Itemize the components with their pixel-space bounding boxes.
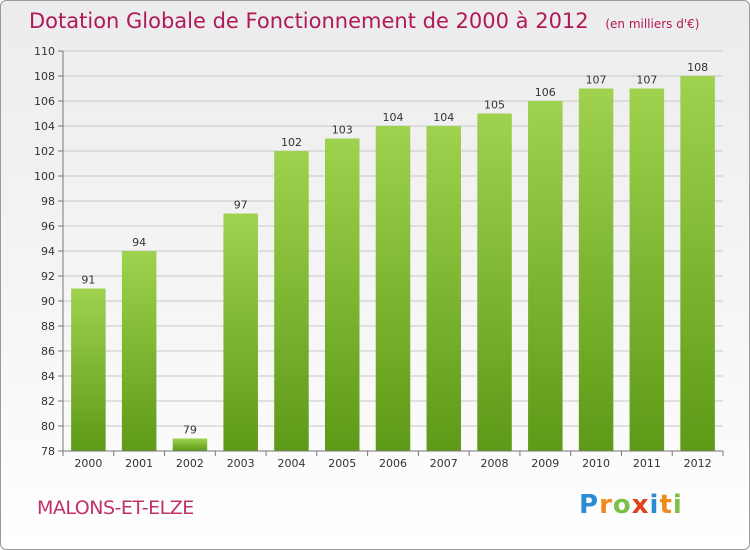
bar-2004	[274, 151, 309, 451]
x-tick-label: 2002	[176, 457, 204, 470]
x-tick-labels: 2000 2001 2002 2003 2004 2005 2006 2007 2008 2009…	[62, 451, 724, 470]
bar-2011	[629, 88, 665, 451]
x-tick-label: 2008	[481, 457, 509, 470]
x-tick-label: 2010	[582, 457, 610, 470]
bar-2001	[121, 251, 157, 451]
bars	[71, 76, 715, 451]
y-tick-label: 82	[41, 395, 55, 408]
x-tick-label: 2005	[328, 457, 356, 470]
y-tick-label: 110	[34, 45, 55, 58]
chart-title-text: Dotation Globale de Fonctionnement de 20…	[29, 9, 589, 33]
y-tick-label: 88	[41, 320, 55, 333]
logo-letter: i	[672, 490, 683, 520]
y-tick-label: 80	[41, 420, 55, 433]
logo-letter: t	[659, 490, 673, 520]
y-tick-label: 96	[41, 220, 55, 233]
y-tick-label: 98	[41, 195, 55, 208]
chart-title: Dotation Globale de Fonctionnement de 20…	[29, 9, 699, 33]
x-tick-label: 2009	[531, 457, 559, 470]
y-tick-labels: 78 80 82 84 86 88 90 92 94 96 98 100 102 104 106 108 110	[34, 45, 63, 458]
data-label: 105	[484, 99, 505, 112]
y-tick-label: 86	[41, 345, 55, 358]
y-tick-label: 102	[34, 145, 55, 158]
bar-2006	[375, 126, 411, 451]
y-tick-label: 100	[34, 170, 55, 183]
x-tick-label: 2001	[125, 457, 153, 470]
data-label: 107	[636, 74, 657, 87]
y-tick-label: 92	[41, 270, 55, 283]
logo-letter: x	[631, 490, 650, 520]
bar-2012	[680, 76, 715, 451]
y-tick-label: 94	[41, 245, 55, 258]
data-label: 104	[433, 111, 454, 124]
y-tick-label: 78	[41, 445, 55, 458]
bar-2009	[528, 101, 563, 451]
data-label: 102	[281, 136, 302, 149]
bar-2002	[172, 438, 208, 451]
data-label: 79	[183, 424, 197, 437]
y-tick-label: 108	[34, 70, 55, 83]
data-label: 104	[383, 111, 404, 124]
data-label: 103	[332, 124, 353, 137]
y-tick-label: 104	[34, 120, 55, 133]
bar-2010	[578, 88, 614, 451]
x-tick-label: 2000	[74, 457, 102, 470]
x-tick-label: 2007	[430, 457, 458, 470]
y-tick-label: 90	[41, 295, 55, 308]
x-tick-label: 2004	[277, 457, 305, 470]
logo-letter: P	[579, 490, 600, 520]
chart-subtitle: (en milliers d'€)	[605, 17, 700, 31]
bar-2005	[324, 138, 360, 451]
data-label: 91	[81, 274, 95, 287]
x-tick-label: 2003	[227, 457, 255, 470]
x-tick-label: 2012	[684, 457, 712, 470]
data-label: 107	[586, 74, 607, 87]
x-tick-label: 2006	[379, 457, 407, 470]
data-label: 106	[535, 86, 556, 99]
data-labels: 91 94 79 97 102 103 104 104 105 106 107 107 108	[81, 61, 708, 437]
data-label: 94	[132, 236, 146, 249]
x-tick-label: 2011	[633, 457, 661, 470]
bar-2000	[71, 288, 106, 451]
bar-2003	[223, 213, 258, 451]
commune-name: MALONS-ET-ELZE	[37, 497, 194, 519]
logo-letter: r	[599, 490, 613, 520]
bar-2007	[426, 126, 462, 451]
logo-letter: o	[612, 490, 632, 520]
data-label: 97	[234, 199, 248, 212]
y-tick-label: 84	[41, 370, 55, 383]
data-label: 108	[687, 61, 708, 74]
logo-letter: i	[649, 490, 660, 520]
y-tick-label: 106	[34, 95, 55, 108]
bar-2008	[477, 113, 512, 451]
proxiti-logo: Proxiti	[579, 490, 683, 520]
